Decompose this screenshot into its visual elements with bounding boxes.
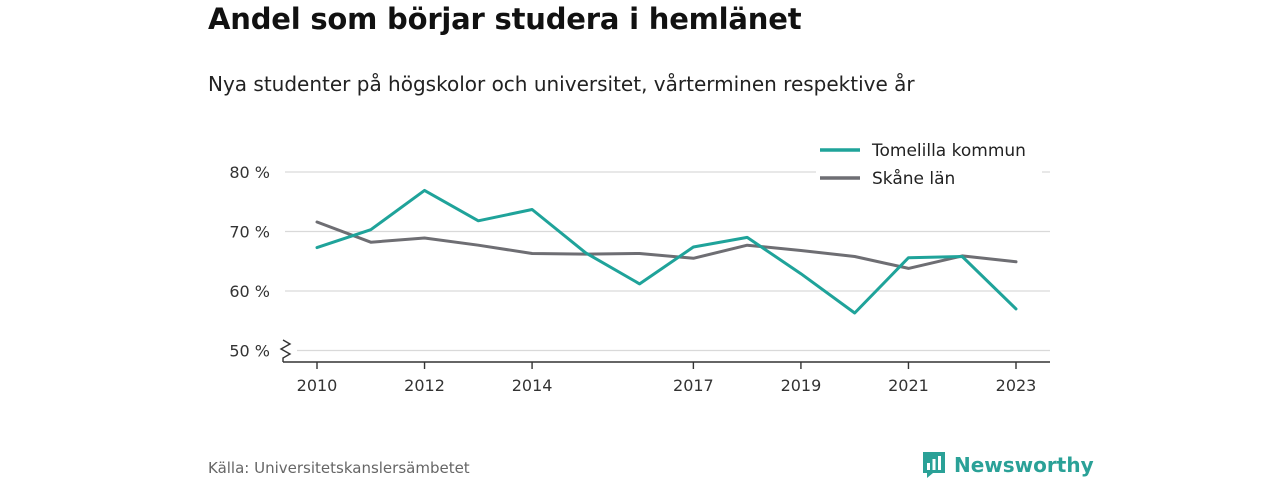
brand-logo: Newsworthy (922, 450, 1094, 480)
x-tick-label: 2012 (404, 376, 445, 395)
x-tick-label: 2017 (673, 376, 714, 395)
source-note: Källa: Universitetskanslersämbetet (208, 459, 470, 477)
series-line-sk-ne-l-n (315, 220, 1018, 270)
line-chart: 50 % 60 % 70 % 80 % 2010 2012 2014 2017 2019 2021… (229, 137, 1050, 395)
y-tick-label: 70 % (229, 223, 270, 242)
y-tick-label: 60 % (229, 282, 270, 301)
axes: 50 % 60 % 70 % 80 % 2010 2012 2014 2017 2019 2021… (229, 163, 1050, 395)
x-tick-label: 2019 (781, 376, 822, 395)
newsworthy-logo-icon (923, 452, 945, 478)
legend-label: Skåne län (872, 168, 955, 189)
y-tick-label: 50 % (229, 342, 270, 361)
chart-title: Andel som börjar studera i hemlänet (208, 2, 802, 36)
axis-break-icon (279, 339, 292, 362)
y-tick-label: 80 % (229, 163, 270, 182)
x-tick-label: 2014 (512, 376, 553, 395)
brand-name: Newsworthy (954, 453, 1094, 477)
x-tick-label: 2021 (888, 376, 929, 395)
series-line-tomelilla-kommun (315, 188, 1018, 315)
series-lines (315, 188, 1018, 315)
chart-subtitle: Nya studenter på högskolor och universit… (208, 72, 915, 96)
x-tick-label: 2010 (297, 376, 338, 395)
x-tick-label: 2023 (996, 376, 1037, 395)
legend-label: Tomelilla kommun (871, 141, 1026, 161)
legend: Tomelilla kommun Skåne län (816, 137, 1042, 191)
